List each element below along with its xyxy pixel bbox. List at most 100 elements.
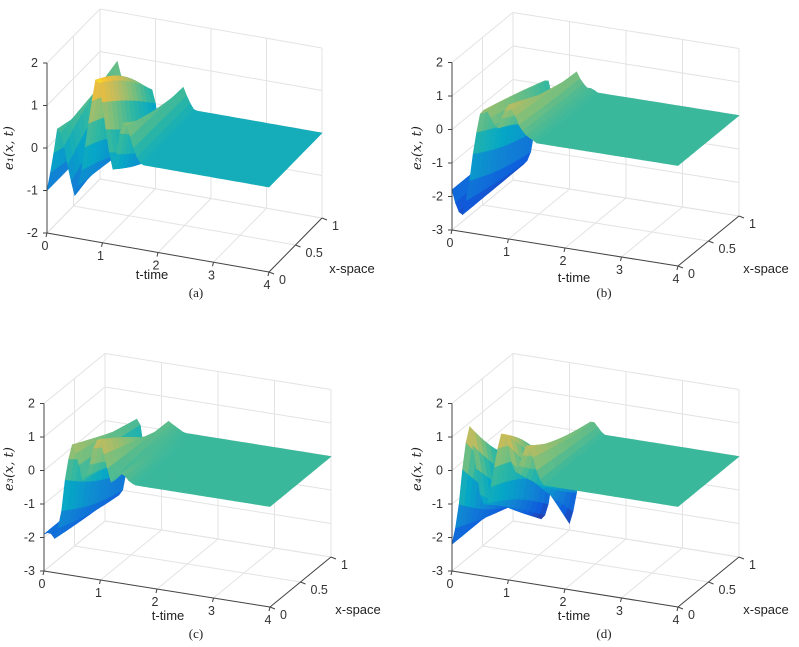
surface-patch: [265, 501, 276, 507]
panel-b-surface: [451, 71, 740, 216]
t-tick-label: 4: [673, 272, 680, 286]
grid-line: [100, 529, 162, 581]
surface-patch: [673, 160, 684, 166]
x-tick: [269, 606, 276, 610]
panel-d-e-axis-label: e₄(x, t): [410, 447, 425, 491]
panel-a-e-axis-label: e₁(x, t): [2, 126, 17, 170]
t-tick-label: 1: [97, 249, 104, 263]
t-tick-label: 0: [39, 577, 46, 591]
surface-patch: [673, 501, 684, 507]
t-tick-label: 3: [208, 604, 215, 618]
x-tick-label: 1: [749, 217, 756, 231]
t-tick: [563, 247, 566, 253]
z-tick-label: -2: [432, 531, 443, 545]
grid-line: [213, 547, 275, 599]
z-tick-label: -2: [24, 531, 35, 545]
t-tick-label: 0: [42, 239, 49, 253]
z-tick-label: -1: [24, 497, 35, 511]
t-tick-label: 2: [152, 595, 159, 609]
grid-line: [621, 547, 683, 599]
t-tick-label: 1: [95, 586, 102, 600]
z-tick-label: 2: [436, 397, 443, 411]
z-tick-label: 1: [31, 99, 38, 113]
x-tick: [295, 244, 301, 248]
panel-d-x-space-label: x-space: [743, 602, 789, 617]
panel-b-e-axis-label: e₂(x, t): [410, 126, 425, 170]
x-tick: [300, 581, 306, 585]
z-tick-label: 0: [436, 123, 443, 137]
x-tick: [321, 217, 328, 221]
t-tick-label: 2: [153, 259, 160, 273]
surface-patch: [264, 181, 275, 188]
x-tick-label: 0.5: [311, 583, 328, 597]
t-tick: [155, 588, 158, 594]
t-tick-label: 0: [447, 577, 454, 591]
x-tick: [738, 556, 745, 560]
x-tick: [708, 581, 714, 585]
panel-c-e-axis-label: e₃(x, t): [2, 447, 17, 491]
x-tick-label: 1: [749, 558, 756, 572]
x-tick-label: 0.5: [306, 246, 323, 260]
grid-line: [621, 206, 683, 258]
t-tick: [101, 242, 103, 247]
z-tick-label: -3: [24, 564, 35, 578]
panel-c-t-axis-label: t-time: [152, 608, 185, 623]
t-tick: [620, 597, 622, 603]
z-tick-label: 0: [436, 464, 443, 478]
x-tick-label: 1: [332, 219, 339, 233]
t-tick: [450, 570, 453, 576]
t-tick: [99, 579, 101, 585]
x-tick: [330, 556, 337, 560]
t-tick-label: 1: [503, 586, 510, 600]
grid-line: [102, 188, 156, 244]
t-tick: [620, 256, 622, 262]
z-tick-label: -1: [432, 497, 443, 511]
t-tick: [563, 588, 566, 594]
grid-line: [508, 529, 570, 581]
x-tick-label: 0: [688, 608, 695, 622]
x-tick-label: 0.5: [719, 242, 736, 256]
t-tick-label: 2: [560, 595, 567, 609]
panel-c-caption: (c): [189, 626, 203, 641]
panel-a-caption: (a): [189, 285, 203, 300]
grid-line: [156, 538, 219, 590]
x-tick-label: 0.5: [719, 583, 736, 597]
t-tick-label: 4: [265, 613, 272, 627]
grid-line: [564, 538, 627, 590]
grid-line: [157, 198, 212, 253]
t-tick-label: 3: [208, 268, 215, 282]
z-tick-label: -1: [432, 156, 443, 170]
t-tick-label: 0: [447, 236, 454, 250]
t-tick: [507, 579, 509, 585]
t-tick-label: 1: [503, 245, 510, 259]
x-tick-label: 0: [688, 267, 695, 281]
panel-c-x-space-label: x-space: [335, 602, 381, 617]
z-tick-label: -2: [432, 190, 443, 204]
z-tick-label: -3: [432, 223, 443, 237]
x-tick-label: 0: [279, 273, 286, 287]
t-tick-label: 4: [673, 613, 680, 627]
t-tick: [267, 271, 270, 277]
x-tick-label: 1: [341, 558, 348, 572]
t-tick: [507, 238, 509, 244]
t-tick-label: 3: [616, 263, 623, 277]
x-tick: [738, 215, 745, 219]
z-tick-label: 1: [28, 430, 35, 444]
t-tick: [676, 265, 679, 271]
panel-b-caption: (b): [596, 285, 611, 300]
panel-d-surface: [451, 421, 740, 545]
t-tick: [156, 252, 159, 257]
t-tick: [450, 229, 453, 235]
z-tick-label: -3: [432, 564, 443, 578]
grid-line: [564, 197, 627, 249]
z-tick-label: 2: [31, 56, 38, 70]
t-tick: [676, 606, 679, 612]
z-tick-label: 1: [436, 89, 443, 103]
t-tick: [42, 570, 45, 576]
